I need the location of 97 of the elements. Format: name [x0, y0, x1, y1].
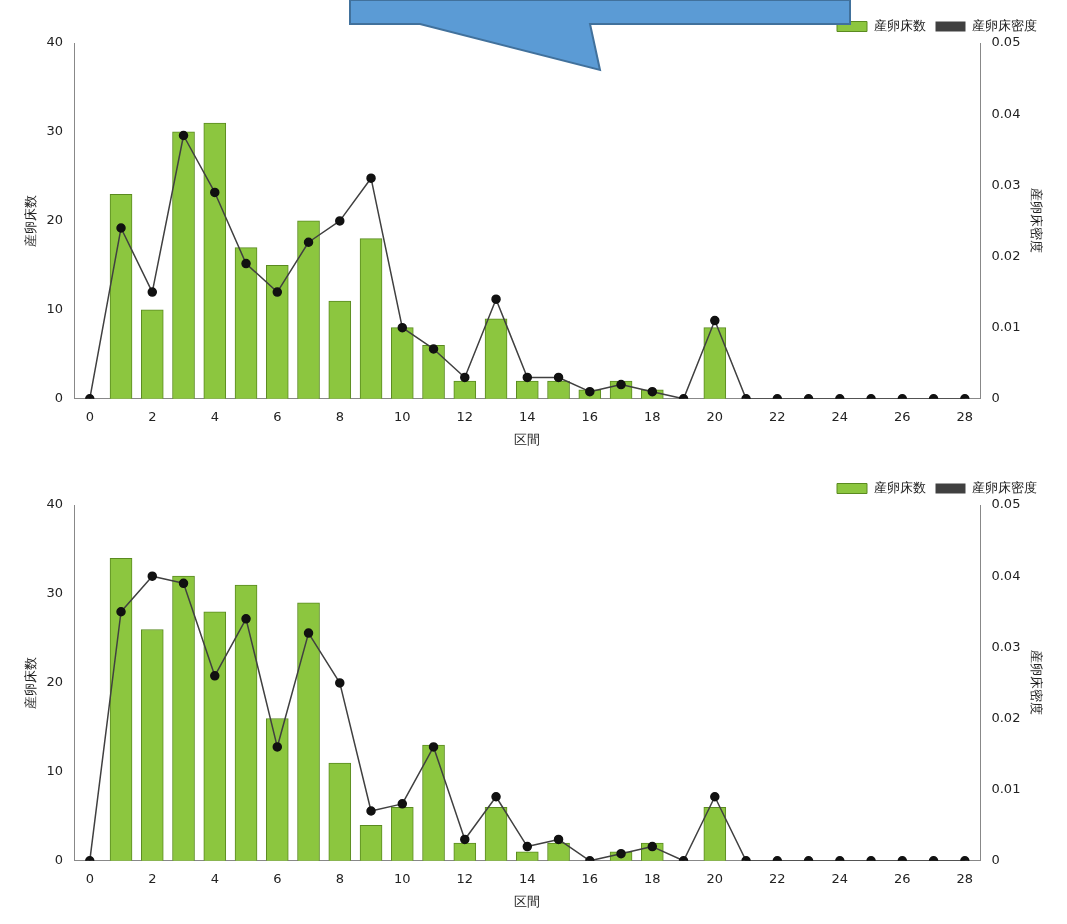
point: [460, 372, 470, 383]
x-tick-label: 12: [456, 408, 474, 424]
x-tick-label: 28: [956, 408, 974, 424]
y2-tick-label: 0: [991, 390, 1000, 406]
point: [210, 671, 220, 681]
legend-label: 産卵床数: [873, 17, 926, 33]
y-axis-title: 産卵床数: [23, 194, 39, 247]
x-tick-label: 0: [85, 408, 94, 424]
x-tick-label: 4: [210, 408, 219, 424]
x-tick-label: 8: [335, 408, 344, 424]
x-tick-label: 20: [706, 870, 724, 886]
x-tick-label: 20: [706, 408, 724, 424]
x-tick-label: 16: [581, 870, 599, 886]
point: [366, 173, 376, 183]
point: [272, 742, 283, 752]
point: [272, 287, 283, 297]
point: [522, 841, 533, 852]
x-axis-title: 区間: [514, 893, 541, 909]
point: [178, 130, 189, 141]
x-tick-label: 26: [894, 408, 911, 424]
point: [460, 834, 470, 845]
point: [366, 806, 376, 816]
point: [397, 799, 408, 809]
y2-tick-label: 0.01: [991, 319, 1021, 335]
point: [491, 792, 501, 802]
point: [303, 237, 314, 247]
y2-tick-label: 0.04: [991, 105, 1021, 121]
x-tick-label: 6: [273, 870, 282, 886]
x-tick-label: 6: [273, 408, 282, 424]
point: [116, 606, 126, 617]
x-tick-label: 18: [644, 408, 661, 424]
y-tick-label: 20: [46, 674, 64, 690]
legend-label: 産卵床密度: [972, 479, 1037, 495]
x-tick-label: 4: [210, 870, 219, 886]
y-tick-label: 0: [54, 852, 64, 868]
x-tick-label: 0: [85, 870, 94, 886]
y-tick-label: 0: [54, 390, 64, 406]
y-tick-label: 40: [46, 34, 64, 50]
point: [147, 571, 158, 581]
point: [491, 294, 501, 304]
x-tick-label: 10: [394, 870, 411, 886]
y-tick-label: 40: [46, 496, 64, 512]
y2-tick-label: 0.02: [991, 709, 1021, 725]
x-tick-label: 14: [519, 870, 536, 886]
y2-axis-title: 産卵床密度: [1028, 650, 1044, 716]
legend-label: 産卵床数: [873, 479, 926, 495]
x-axis-title: 区間: [514, 431, 541, 447]
x-tick-label: 2: [148, 870, 157, 886]
point: [647, 386, 658, 397]
y-tick-label: 10: [46, 301, 64, 317]
point: [522, 372, 533, 383]
point: [241, 614, 251, 624]
point: [335, 678, 345, 688]
y-tick-label: 30: [46, 585, 64, 601]
y2-tick-label: 0.02: [991, 247, 1021, 263]
point: [116, 223, 126, 233]
point: [210, 187, 220, 198]
point: [710, 315, 720, 326]
x-tick-label: 2: [148, 408, 157, 424]
x-tick-label: 16: [581, 408, 599, 424]
y2-tick-label: 0.03: [991, 638, 1021, 654]
point: [616, 848, 626, 859]
x-tick-label: 8: [335, 870, 344, 886]
y-axis-title: 産卵床数: [23, 656, 39, 709]
point: [710, 792, 720, 802]
y2-axis-title: 産卵床密度: [1028, 188, 1044, 254]
x-tick-label: 24: [831, 408, 849, 424]
point: [553, 372, 564, 383]
point: [335, 216, 345, 226]
y2-tick-label: 0.05: [991, 496, 1021, 512]
y2-tick-label: 0.05: [991, 34, 1021, 50]
x-tick-label: 12: [456, 870, 474, 886]
point: [303, 628, 314, 638]
point: [178, 578, 189, 589]
y-tick-label: 10: [46, 763, 64, 779]
y-tick-label: 20: [46, 212, 64, 228]
y2-tick-label: 0.03: [991, 176, 1021, 192]
point: [241, 258, 251, 269]
point: [553, 834, 564, 845]
x-tick-label: 28: [956, 870, 974, 886]
y2-tick-label: 0: [991, 852, 1000, 868]
y2-tick-label: 0.01: [991, 781, 1021, 797]
point: [397, 322, 408, 333]
x-tick-label: 24: [831, 870, 849, 886]
point: [585, 386, 595, 397]
point: [428, 344, 439, 354]
x-tick-label: 10: [394, 408, 411, 424]
x-tick-label: 22: [769, 408, 786, 424]
x-tick-label: 22: [769, 870, 786, 886]
x-tick-label: 18: [644, 870, 661, 886]
legend-label: 産卵床密度: [972, 17, 1037, 33]
y-tick-label: 30: [46, 123, 64, 139]
x-tick-label: 14: [519, 408, 536, 424]
point: [428, 742, 439, 752]
point: [147, 287, 158, 297]
y2-tick-label: 0.04: [991, 567, 1021, 583]
x-tick-label: 26: [894, 870, 911, 886]
